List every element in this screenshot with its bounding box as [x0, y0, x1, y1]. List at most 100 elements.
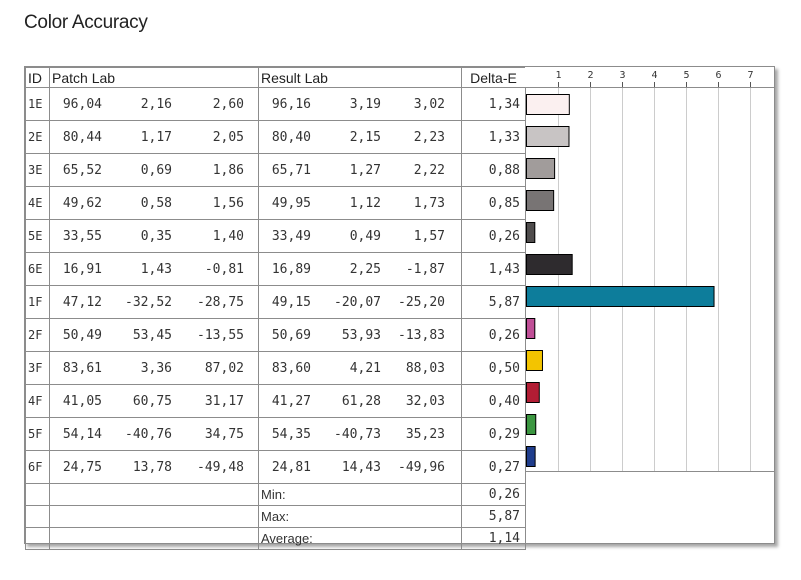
bar-4f — [526, 382, 540, 403]
patch-lab-cell: 49,62 0,58 1,56 — [49, 186, 259, 220]
result-lab-value: 61,28 — [341, 393, 381, 409]
patch-lab-value: 1,86 — [212, 162, 244, 178]
result-lab-value: 54,35 — [271, 426, 311, 442]
patch-lab-cell: 83,61 3,36 87,02 — [49, 351, 259, 385]
patch-lab-value: 0,69 — [140, 162, 172, 178]
result-lab-value: -13,83 — [398, 327, 445, 343]
delta-e-value: 0,26 — [461, 219, 526, 253]
x-tick-label: 2 — [587, 70, 593, 81]
patch-lab-value: -32,52 — [125, 294, 172, 310]
bar-4e — [526, 190, 555, 211]
patch-id: 6F — [25, 450, 50, 484]
summary-blank-cell — [49, 483, 259, 506]
result-lab-value: 32,03 — [405, 393, 445, 409]
result-lab-value: 80,40 — [271, 129, 311, 145]
patch-id: 4E — [25, 186, 50, 220]
result-lab-header: Result Lab — [258, 67, 462, 88]
summary-id-cell — [25, 527, 50, 550]
result-lab-cell: 83,60 4,21 88,03 — [258, 351, 462, 385]
patch-lab-value: 31,17 — [204, 393, 244, 409]
result-lab-cell: 49,15 -20,07 -25,20 — [258, 285, 462, 319]
patch-id: 1F — [25, 285, 50, 319]
result-lab-value: 88,03 — [405, 360, 445, 376]
result-lab-value: 33,49 — [271, 228, 311, 244]
table-row: 5F 54,14 -40,76 34,75 54,35 -40,73 35,23 0,29 — [25, 417, 526, 451]
patch-lab-value: -13,55 — [197, 327, 244, 343]
result-lab-cell: 65,71 1,27 2,22 — [258, 153, 462, 187]
bar-2e — [526, 126, 570, 147]
delta-e-value: 0,26 — [461, 318, 526, 352]
table-row: 4F 41,05 60,75 31,17 41,27 61,28 32,03 0,40 — [25, 384, 526, 418]
result-lab-value: 3,19 — [349, 96, 381, 112]
result-lab-value: 14,43 — [341, 459, 381, 475]
table-row: 1F 47,12 -32,52 -28,75 49,15 -20,07 -25,20 5,87 — [25, 285, 526, 319]
summary-blank-cell — [49, 505, 259, 528]
summary-value: 0,26 — [461, 483, 526, 506]
result-lab-cell: 49,95 1,12 1,73 — [258, 186, 462, 220]
id-header: ID — [25, 67, 50, 88]
x-tick-label: 5 — [683, 70, 689, 81]
table-row: 2E 80,44 1,17 2,05 80,40 2,15 2,23 1,33 — [25, 120, 526, 154]
patch-id: 5E — [25, 219, 50, 253]
patch-id: 2F — [25, 318, 50, 352]
result-lab-value: -49,96 — [398, 459, 445, 475]
patch-lab-value: 96,04 — [62, 96, 102, 112]
result-lab-value: 2,22 — [413, 162, 445, 178]
table-row: 3E 65,52 0,69 1,86 65,71 1,27 2,22 0,88 — [25, 153, 526, 187]
result-lab-value: 65,71 — [271, 162, 311, 178]
result-lab-cell: 54,35 -40,73 35,23 — [258, 417, 462, 451]
result-lab-cell: 41,27 61,28 32,03 — [258, 384, 462, 418]
result-lab-value: 3,02 — [413, 96, 445, 112]
summary-id-cell — [25, 505, 50, 528]
patch-lab-value: 87,02 — [204, 360, 244, 376]
patch-lab-value: 53,45 — [132, 327, 172, 343]
patch-lab-value: 16,91 — [62, 261, 102, 277]
table-row: 6F 24,75 13,78 -49,48 24,81 14,43 -49,96 0,27 — [25, 450, 526, 484]
patch-id: 3F — [25, 351, 50, 385]
patch-id: 3E — [25, 153, 50, 187]
result-lab-value: 1,27 — [349, 162, 381, 178]
x-tick-label: 6 — [715, 70, 721, 81]
result-lab-cell: 96,16 3,19 3,02 — [258, 87, 462, 121]
patch-lab-value: -0,81 — [204, 261, 244, 277]
summary-label: Average: — [258, 527, 462, 550]
result-lab-value: -20,07 — [334, 294, 381, 310]
patch-lab-cell: 65,52 0,69 1,86 — [49, 153, 259, 187]
patch-lab-value: 2,05 — [212, 129, 244, 145]
result-lab-cell: 50,69 53,93 -13,83 — [258, 318, 462, 352]
delta-e-value: 1,33 — [461, 120, 526, 154]
patch-lab-cell: 33,55 0,35 1,40 — [49, 219, 259, 253]
result-lab-value: -40,73 — [334, 426, 381, 442]
lab-table: ID Patch Lab Result Lab Delta-E 1E 96,04 2… — [25, 67, 526, 550]
patch-lab-value: 24,75 — [62, 459, 102, 475]
patch-lab-value: -49,48 — [197, 459, 244, 475]
bar-6e — [526, 254, 573, 275]
patch-id: 4F — [25, 384, 50, 418]
delta-e-value: 5,87 — [461, 285, 526, 319]
bar-5f — [526, 414, 537, 435]
table-row: 6E 16,91 1,43 -0,81 16,89 2,25 -1,87 1,43 — [25, 252, 526, 286]
summary-label: Min: — [258, 483, 462, 506]
summary-blank-cell — [49, 527, 259, 550]
result-lab-cell: 24,81 14,43 -49,96 — [258, 450, 462, 484]
result-lab-value: 49,15 — [271, 294, 311, 310]
delta-e-header: Delta-E — [461, 67, 526, 88]
summary-row: Average: 1,14 — [25, 527, 526, 550]
patch-lab-value: 2,60 — [212, 96, 244, 112]
patch-lab-value: 34,75 — [204, 426, 244, 442]
bar-3e — [526, 158, 556, 179]
patch-id: 6E — [25, 252, 50, 286]
bar-6f — [526, 446, 536, 467]
patch-lab-value: 13,78 — [132, 459, 172, 475]
patch-lab-cell: 54,14 -40,76 34,75 — [49, 417, 259, 451]
result-lab-value: 1,57 — [413, 228, 445, 244]
result-lab-cell: 33,49 0,49 1,57 — [258, 219, 462, 253]
delta-e-value: 0,50 — [461, 351, 526, 385]
patch-lab-value: -40,76 — [125, 426, 172, 442]
patch-lab-value: 80,44 — [62, 129, 102, 145]
patch-id: 1E — [25, 87, 50, 121]
x-tick-label: 1 — [555, 70, 561, 81]
table-row: 2F 50,49 53,45 -13,55 50,69 53,93 -13,83 0,26 — [25, 318, 526, 352]
result-lab-value: 2,15 — [349, 129, 381, 145]
patch-lab-cell: 96,04 2,16 2,60 — [49, 87, 259, 121]
